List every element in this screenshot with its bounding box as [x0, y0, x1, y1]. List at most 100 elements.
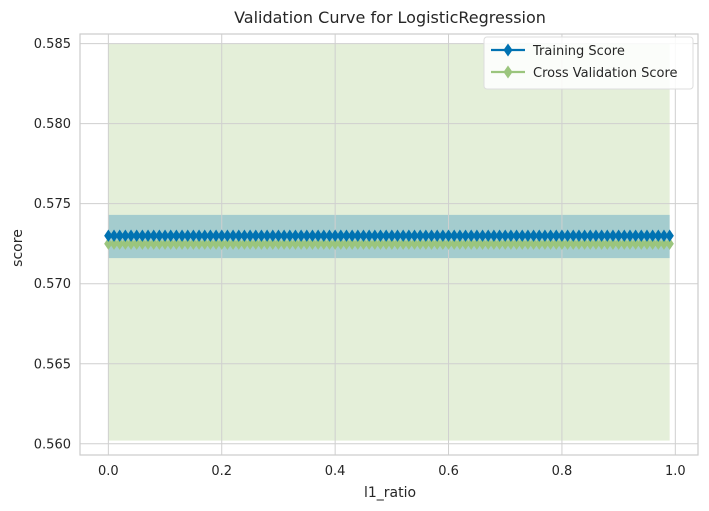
training-score-point: [591, 229, 601, 242]
training-score-point: [501, 229, 510, 242]
training-score-point: [291, 229, 300, 242]
training-score-point: [257, 229, 266, 242]
x-tick-label: 1.0: [665, 464, 686, 479]
training-score-point: [586, 229, 595, 242]
training-score-point: [160, 229, 170, 242]
legend-box: [483, 36, 694, 90]
training-score-point: [393, 229, 402, 242]
training-score-point: [211, 229, 221, 242]
cross-validation-score-point: [194, 237, 204, 250]
cross-validation-score-point: [200, 237, 209, 250]
training-score-point: [387, 229, 397, 242]
training-score-point: [115, 229, 124, 242]
legend: Training Score Cross Validation Score: [483, 36, 694, 90]
x-tick-label: 0.6: [438, 464, 459, 479]
x-tick-label: 0.0: [98, 464, 119, 479]
cross-validation-score-point: [149, 237, 158, 250]
training-score-point: [353, 229, 363, 242]
cross-validation-score-point: [484, 237, 493, 250]
cross-validation-score-point: [597, 237, 606, 250]
cross-validation-score-point: [211, 237, 221, 250]
training-score-point: [109, 229, 119, 242]
cross-validation-score-point: [444, 237, 453, 250]
y-tick-label: 0.575: [34, 197, 71, 212]
y-tick-label: 0.565: [34, 357, 71, 372]
cross-validation-score-point: [512, 237, 521, 250]
training-score-point: [529, 229, 538, 242]
training-score-point: [574, 229, 584, 242]
training-score-point: [274, 229, 283, 242]
training-score-point: [557, 229, 567, 242]
cross-validation-score-point: [155, 237, 164, 250]
training-score-point: [342, 229, 351, 242]
cross-validation-score-point: [421, 237, 431, 250]
legend-marker-cross-validation: [503, 65, 513, 79]
cross-validation-score-point: [410, 237, 419, 250]
cross-validation-score-point: [523, 237, 533, 250]
cross-validation-score-point: [160, 237, 170, 250]
cross-validation-score-point: [489, 237, 499, 250]
training-score-point: [143, 229, 153, 242]
training-score-point: [631, 229, 640, 242]
training-score-point: [512, 229, 521, 242]
training-score-point: [172, 229, 181, 242]
cross-validation-score-point: [189, 237, 198, 250]
training-score-point: [484, 229, 493, 242]
training-score-point: [455, 229, 465, 242]
cross-validation-score-point: [381, 237, 391, 250]
cross-validation-score-point: [223, 237, 232, 250]
training-score-point: [319, 229, 328, 242]
training-score-point: [206, 229, 215, 242]
cross-validation-score-point: [359, 237, 368, 250]
training-score-point: [364, 229, 374, 242]
training-score-point: [126, 229, 136, 242]
training-score-point: [370, 229, 380, 242]
series-markers: [104, 229, 674, 250]
training-score-point: [404, 229, 414, 242]
cross-validation-score-point: [586, 237, 595, 250]
cross-validation-score-point: [404, 237, 414, 250]
training-score-point: [330, 229, 340, 242]
cross-validation-score-point: [251, 237, 260, 250]
cross-validation-score-point: [172, 237, 181, 250]
x-tick-label: 0.4: [325, 464, 346, 479]
y-tick-label: 0.560: [34, 437, 71, 452]
training-score-point: [234, 229, 243, 242]
cross-validation-score-point: [240, 237, 249, 250]
cross-validation-score-point: [450, 237, 459, 250]
training-score-point: [308, 229, 317, 242]
training-score-point: [467, 229, 476, 242]
y-tick-label: 0.580: [34, 117, 71, 132]
cross-validation-score-point: [279, 237, 289, 250]
y-tick-label: 0.585: [34, 37, 71, 52]
cross-validation-score-point: [529, 237, 538, 250]
plot-frame: [79, 33, 699, 456]
training-score-point: [608, 229, 618, 242]
training-score-point: [620, 229, 629, 242]
cross-validation-score-point: [563, 237, 572, 250]
cross-validation-score-point: [557, 237, 567, 250]
training-score-point: [347, 229, 357, 242]
training-score-point: [506, 229, 516, 242]
training-score-point: [285, 229, 294, 242]
training-score-point: [194, 229, 204, 242]
training-score-point: [450, 229, 459, 242]
cross-validation-score-point: [398, 237, 408, 250]
cross-validation-score-point: [574, 237, 584, 250]
cross-validation-score-point: [336, 237, 346, 250]
plot-area: [79, 33, 699, 456]
cross-validation-score-point: [654, 237, 663, 250]
training-score-point: [296, 229, 306, 242]
training-score-point: [523, 229, 533, 242]
cross-validation-score-point: [387, 237, 397, 250]
cross-validation-score-point: [478, 237, 487, 250]
cross-validation-score-point: [455, 237, 465, 250]
cross-validation-score-point: [347, 237, 357, 250]
cross-validation-score-point: [432, 237, 442, 250]
training-score-point: [495, 229, 504, 242]
training-score-point: [313, 229, 323, 242]
cross-validation-score-point: [580, 237, 589, 250]
cross-validation-score-point: [325, 237, 334, 250]
training-score-point: [228, 229, 238, 242]
cross-validation-score-point: [614, 237, 623, 250]
